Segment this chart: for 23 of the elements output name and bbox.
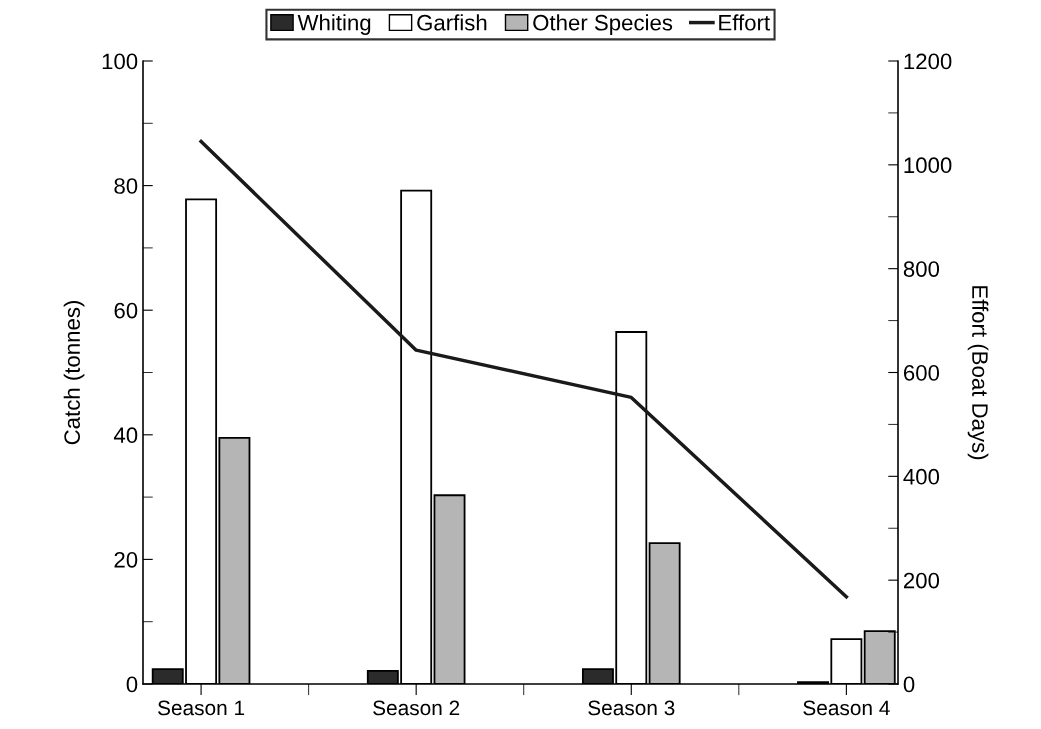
x-tick-label: Season 3 [588, 700, 675, 716]
y2-tick-label: 800 [903, 261, 940, 277]
y2-tick-label: 400 [903, 468, 940, 485]
y2-axis-title: Effort (Boat Days) [967, 286, 989, 460]
x-tick-label: Season 4 [803, 700, 890, 716]
y2-tick-label: 0 [903, 676, 915, 693]
legend-label: Whiting [297, 14, 371, 35]
legend-label: Garfish [417, 14, 487, 31]
y-tick-label: 20 [114, 551, 138, 568]
x-tick-label: Season 2 [373, 700, 460, 716]
y-axis-title: Catch (tonnes) [63, 301, 85, 445]
legend-label: Other Species [533, 14, 673, 35]
y-tick-label: 60 [114, 302, 138, 319]
x-tick-label: Season 1 [158, 700, 245, 716]
y2-tick-label: 1000 [904, 157, 952, 174]
y-tick-label: 100 [102, 53, 138, 70]
legend-label: Effort [719, 14, 770, 31]
y-tick-label: 40 [113, 427, 138, 444]
y2-tick-label: 200 [903, 572, 940, 589]
y2-tick-label: 600 [903, 365, 940, 381]
y-tick-label: 0 [126, 676, 138, 693]
y2-tick-label: 1200 [904, 53, 952, 70]
y-tick-label: 80 [114, 178, 138, 194]
